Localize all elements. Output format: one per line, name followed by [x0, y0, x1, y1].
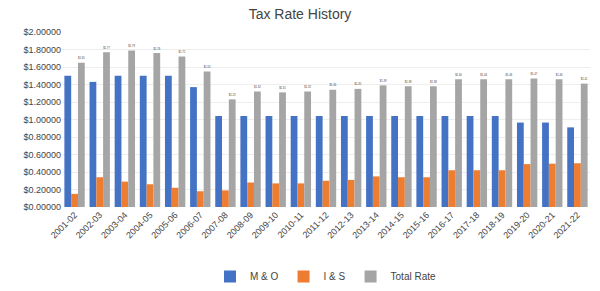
- svg-text:2011-12: 2011-12: [301, 210, 331, 240]
- svg-text:$1.34: $1.34: [329, 83, 336, 87]
- svg-text:$0.40000: $0.40000: [23, 167, 61, 177]
- svg-text:2018-19: 2018-19: [476, 210, 506, 240]
- svg-text:$1.31: $1.31: [279, 86, 286, 90]
- svg-text:2014-15: 2014-15: [376, 210, 406, 240]
- svg-text:$1.00000: $1.00000: [23, 115, 61, 125]
- svg-text:$1.38: $1.38: [405, 80, 412, 84]
- svg-text:2020-21: 2020-21: [526, 210, 556, 240]
- svg-text:$1.46: $1.46: [455, 73, 462, 77]
- svg-text:2021-22: 2021-22: [552, 210, 582, 240]
- svg-text:$1.80000: $1.80000: [23, 45, 61, 55]
- svg-text:$1.55: $1.55: [204, 65, 211, 69]
- svg-text:$1.46: $1.46: [505, 73, 512, 77]
- svg-text:2010-11: 2010-11: [275, 210, 305, 240]
- svg-text:2009-10: 2009-10: [250, 210, 280, 240]
- svg-text:$1.32: $1.32: [254, 85, 261, 89]
- svg-text:2007-08: 2007-08: [200, 210, 230, 240]
- svg-text:$1.32: $1.32: [304, 85, 311, 89]
- svg-text:2012-13: 2012-13: [325, 210, 355, 240]
- svg-text:$1.39: $1.39: [380, 79, 387, 83]
- svg-text:$1.65: $1.65: [78, 56, 85, 60]
- svg-text:$1.76: $1.76: [153, 47, 160, 51]
- svg-text:M & O: M & O: [250, 271, 279, 282]
- svg-text:2016-17: 2016-17: [426, 210, 456, 240]
- svg-text:2001-02: 2001-02: [49, 210, 79, 240]
- svg-text:I & S: I & S: [324, 271, 346, 282]
- svg-text:$0.00000: $0.00000: [23, 202, 61, 212]
- svg-text:$1.35: $1.35: [355, 82, 362, 86]
- svg-text:2008-09: 2008-09: [225, 210, 255, 240]
- svg-text:$1.40000: $1.40000: [23, 80, 61, 90]
- svg-text:$1.23: $1.23: [229, 93, 236, 97]
- svg-text:2013-14: 2013-14: [350, 210, 380, 240]
- svg-text:$0.20000: $0.20000: [23, 185, 61, 195]
- svg-text:2019-20: 2019-20: [501, 210, 531, 240]
- svg-text:$1.38: $1.38: [430, 80, 437, 84]
- svg-text:2004-05: 2004-05: [124, 210, 154, 240]
- svg-text:$2.00000: $2.00000: [23, 27, 61, 37]
- svg-text:$0.80000: $0.80000: [23, 132, 61, 142]
- svg-text:$1.79: $1.79: [128, 44, 135, 48]
- svg-text:2003-04: 2003-04: [99, 210, 129, 240]
- svg-text:2002-03: 2002-03: [74, 210, 104, 240]
- svg-text:$1.72: $1.72: [179, 50, 186, 54]
- svg-text:$0.60000: $0.60000: [23, 150, 61, 160]
- svg-text:2005-06: 2005-06: [149, 210, 179, 240]
- svg-text:$1.77: $1.77: [103, 46, 110, 50]
- svg-text:2017-18: 2017-18: [451, 210, 481, 240]
- svg-text:Total Rate: Total Rate: [391, 271, 436, 282]
- svg-text:2006-07: 2006-07: [174, 210, 204, 240]
- svg-text:Tax Rate History: Tax Rate History: [249, 6, 352, 22]
- svg-text:$1.46: $1.46: [556, 73, 563, 77]
- svg-text:$1.47: $1.47: [531, 72, 538, 76]
- svg-text:$1.46: $1.46: [480, 73, 487, 77]
- svg-text:2015-16: 2015-16: [401, 210, 431, 240]
- svg-text:$1.41: $1.41: [581, 77, 588, 81]
- svg-text:$1.20000: $1.20000: [23, 97, 61, 107]
- svg-text:$1.60000: $1.60000: [23, 62, 61, 72]
